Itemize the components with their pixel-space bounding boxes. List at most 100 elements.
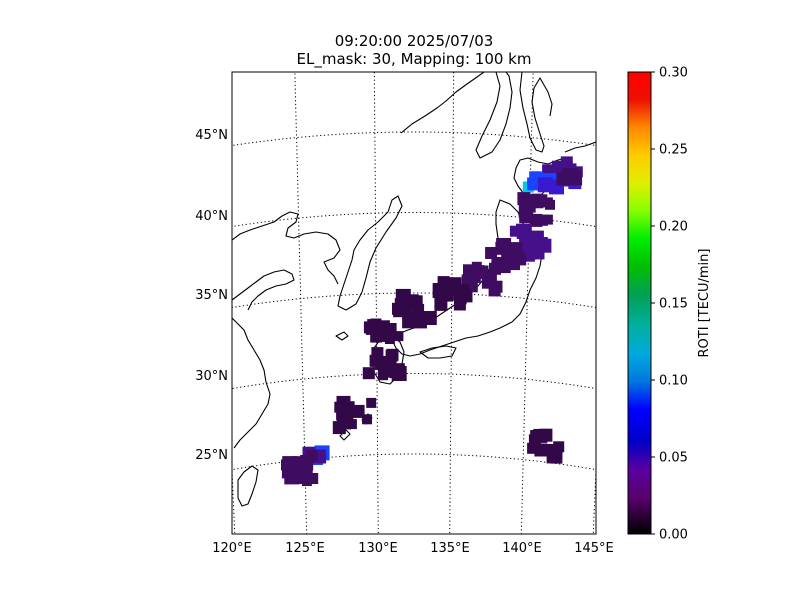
coast-sakhalin-east [519, 72, 553, 153]
roti-cell [411, 314, 422, 325]
coast-sakhalin [475, 72, 513, 159]
title-params: EL_mask: 30, Mapping: 100 km [296, 50, 532, 68]
roti-cell [562, 168, 578, 184]
coast-taiwan [237, 465, 259, 507]
colorbar-tick-label: 0.05 [659, 451, 688, 466]
roti-cell [535, 194, 548, 207]
roti-cell [450, 285, 461, 296]
roti-cell [301, 476, 312, 486]
roti-cell [485, 247, 498, 259]
roti-cell [530, 430, 541, 440]
graticule-meridian [662, 50, 695, 597]
roti-cell [366, 324, 377, 335]
graticule-meridian [232, 457, 236, 534]
roti-cell [453, 298, 466, 311]
colorbar-tick-label: 0.20 [659, 220, 688, 235]
roti-cell [351, 404, 365, 418]
roti-cell [362, 367, 375, 380]
map-area [133, 50, 695, 597]
roti-cell [540, 429, 550, 440]
roti-cell [402, 307, 413, 318]
roti-cell [510, 242, 523, 255]
roti-cell [374, 355, 389, 370]
coast-korea [337, 195, 403, 311]
colorbar-gradient [627, 71, 652, 535]
coast-russia [400, 72, 485, 134]
roti-cell [519, 235, 534, 250]
lon-tick-label: 145°E [574, 541, 614, 556]
roti-pixels [281, 156, 583, 486]
colorbar: 0.00 0.05 0.10 0.15 0.20 0.25 0.30 ROTI [TECU/… [627, 66, 712, 543]
roti-cell [393, 331, 404, 342]
lat-tick-label: 25°N [195, 448, 228, 463]
roti-cell [393, 307, 404, 318]
graticule-meridian [133, 50, 166, 597]
roti-cell [290, 460, 303, 473]
lat-tick-label: 30°N [195, 369, 228, 384]
roti-cell [534, 443, 548, 457]
roti-cell [362, 414, 372, 425]
roti-cell [542, 214, 553, 225]
roti-cell [512, 252, 525, 265]
lat-tick-label: 45°N [195, 128, 228, 143]
roti-cell [458, 284, 470, 296]
roti-cell [370, 330, 383, 343]
coast-china-east [232, 317, 271, 449]
graticule-parallel [232, 212, 596, 228]
roti-cell [495, 241, 509, 255]
lon-tick-label: 120°E [212, 541, 252, 556]
roti-cell [346, 419, 357, 430]
colorbar-tick-label: 0.00 [659, 528, 688, 543]
colorbar-tick-label: 0.10 [659, 374, 688, 389]
roti-cell [481, 273, 497, 289]
roti-cell [509, 225, 521, 237]
colorbar-tick-label: 0.30 [659, 66, 688, 81]
roti-cell [395, 288, 411, 304]
roti-cell [542, 197, 553, 208]
coast-kuril [564, 141, 596, 153]
roti-cell [536, 214, 548, 226]
roti-cell [518, 204, 531, 217]
lon-tick-label: 130°E [358, 541, 398, 556]
graticule-parallel [135, 52, 693, 83]
roti-cell [284, 469, 300, 485]
graticule-meridian [592, 457, 596, 534]
roti-cell [529, 171, 540, 182]
coast-shandong [232, 269, 295, 311]
coast-shikoku [419, 345, 457, 359]
lon-tick-label: 125°E [285, 541, 325, 556]
colorbar-tick-label: 0.25 [659, 143, 688, 158]
graticule-parallel [232, 292, 596, 309]
title-time: 09:20:00 2025/07/03 [334, 32, 494, 50]
roti-cell [337, 403, 349, 415]
roti-cell [461, 274, 473, 286]
colorbar-label: ROTI [TECU/min] [697, 249, 712, 358]
graticule-meridian [294, 72, 308, 534]
roti-cell [414, 303, 425, 314]
graticule-parallel [232, 453, 596, 471]
roti-cell [546, 449, 561, 464]
roti-cell [527, 442, 539, 454]
roti-cell [389, 363, 405, 379]
lat-tick-labels: 25°N 30°N 35°N 40°N 45°N [195, 128, 228, 463]
lat-tick-label: 40°N [195, 209, 228, 224]
coast-jeju [335, 331, 349, 341]
colorbar-tick-label: 0.15 [659, 297, 688, 312]
graticule-meridian [373, 72, 379, 534]
lon-tick-label: 135°E [430, 541, 470, 556]
roti-cell [489, 262, 501, 275]
roti-cell [422, 311, 437, 325]
roti-cell [464, 266, 474, 277]
lat-tick-label: 35°N [195, 288, 228, 303]
map-frame [231, 71, 597, 535]
roti-cell [527, 177, 541, 191]
roti-cell [437, 276, 450, 289]
roti-cell [520, 197, 531, 208]
roti-cell [366, 397, 377, 408]
roti-cell [386, 356, 397, 367]
colorbar-ticks: 0.00 0.05 0.10 0.15 0.20 0.25 0.30 [651, 66, 688, 543]
roti-cell [298, 465, 309, 476]
roti-cell [378, 370, 388, 381]
roti-cell [537, 238, 552, 253]
